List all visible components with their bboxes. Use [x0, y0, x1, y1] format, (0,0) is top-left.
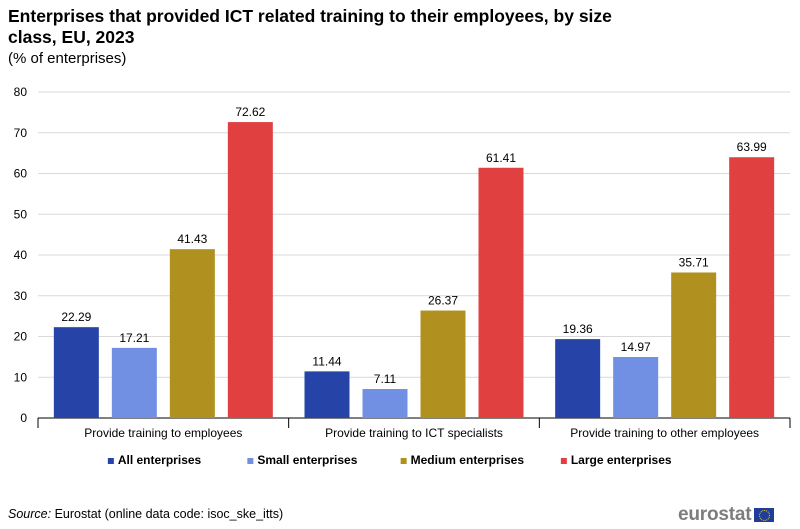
data-label: 26.37: [428, 294, 458, 308]
data-label: 14.97: [621, 340, 651, 354]
bar: [729, 157, 775, 418]
y-tick-label: 30: [14, 289, 28, 303]
legend-label: Small enterprises: [257, 453, 357, 467]
x-tick-label: Provide training to other employees: [570, 426, 759, 440]
legend-label: Large enterprises: [571, 453, 672, 467]
bar: [169, 249, 215, 418]
legend-swatch: [107, 458, 114, 464]
y-tick-label: 10: [14, 370, 28, 384]
eurostat-logo-text: eurostat: [678, 504, 752, 525]
bar: [304, 371, 350, 418]
bar: [111, 347, 157, 418]
source-text: Eurostat (online data code: isoc_ske_itt…: [54, 507, 284, 521]
data-label: 41.43: [177, 232, 207, 246]
bar: [613, 356, 659, 418]
data-label: 61.41: [486, 151, 516, 165]
chart-title: Enterprises that provided ICT related tr…: [8, 6, 612, 47]
data-label: 19.36: [563, 322, 593, 336]
y-tick-label: 0: [20, 411, 27, 425]
y-tick-label: 70: [14, 126, 28, 140]
source-label: Source:: [8, 507, 52, 521]
bar: [555, 339, 601, 418]
data-label: 22.29: [61, 310, 91, 324]
data-label: 72.62: [235, 105, 265, 119]
y-tick-label: 60: [14, 167, 28, 181]
eu-flag-icon: [754, 508, 775, 522]
data-label: 17.21: [119, 331, 149, 345]
legend-label: Medium enterprises: [411, 453, 525, 467]
bar: [362, 389, 408, 418]
bar: [227, 122, 273, 419]
bar: [53, 327, 99, 418]
legend: All enterprises Small enterprises Medium e…: [107, 453, 672, 467]
legend-swatch: [247, 458, 254, 464]
chart-subtitle: (% of enterprises): [8, 50, 127, 67]
y-tick-label: 40: [14, 248, 28, 262]
data-label: 63.99: [737, 140, 767, 154]
bar: [478, 167, 524, 418]
legend-swatch: [560, 458, 567, 464]
x-tick-label: Provide training to ICT specialists: [325, 426, 503, 440]
data-label: 11.44: [312, 354, 341, 368]
data-label: 7.11: [374, 372, 397, 386]
bar: [671, 272, 717, 418]
y-tick-label: 80: [14, 85, 28, 99]
y-tick-label: 20: [14, 330, 28, 344]
source-note: Source: Eurostat (online data code: isoc…: [8, 507, 283, 521]
bar: [420, 310, 466, 418]
legend-swatch: [400, 458, 407, 464]
y-tick-label: 50: [14, 207, 28, 221]
legend-label: All enterprises: [118, 453, 202, 467]
eurostat-logo[interactable]: eurostat: [678, 504, 775, 526]
x-tick-label: Provide training to employees: [84, 426, 242, 440]
data-label: 35.71: [679, 255, 709, 269]
